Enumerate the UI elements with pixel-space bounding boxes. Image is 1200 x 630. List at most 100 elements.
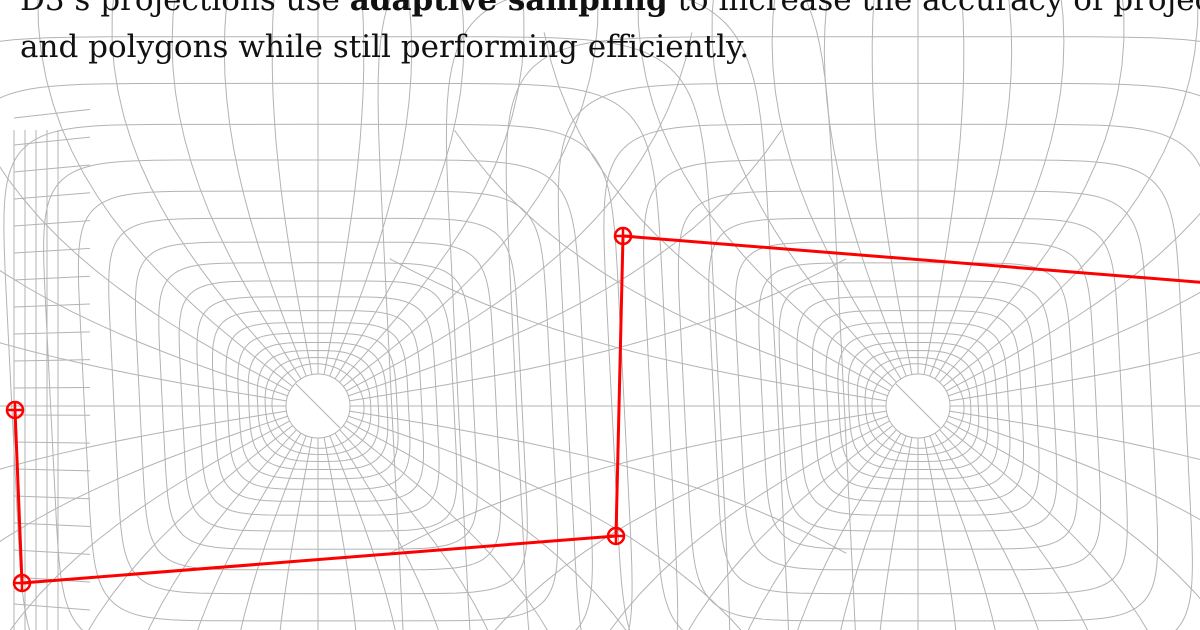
graticule-meridian <box>871 0 913 378</box>
graticule-edge-line <box>13 303 91 308</box>
graticule-meridian <box>942 424 1148 630</box>
handles[interactable] <box>5 226 633 593</box>
graticule-meridian <box>923 434 957 630</box>
graticule-edge-line <box>13 549 91 555</box>
handle-3[interactable] <box>606 526 626 546</box>
graticule-edge-line <box>13 386 91 389</box>
graticule-meridian <box>949 410 1200 461</box>
graticule-meridian <box>323 434 357 630</box>
graticule-meridian <box>840 433 908 630</box>
graticule-meridian <box>88 424 294 630</box>
graticule-edge-line <box>13 192 91 200</box>
graticule-meridian <box>328 0 413 379</box>
graticule-meridian <box>347 415 742 630</box>
graticule-meridian <box>338 428 489 630</box>
graticule-meridian <box>0 410 287 470</box>
graticule-meridian <box>349 258 847 402</box>
graticule-meridian <box>0 342 287 402</box>
graticule-edge-line <box>13 603 91 611</box>
graticule-edge-line <box>13 275 91 281</box>
graticule-meridian <box>797 431 903 630</box>
graticule-meridian <box>345 420 627 630</box>
pole-diagonal <box>295 383 341 429</box>
graticule-meridian <box>389 410 887 554</box>
graticule-edge-line <box>13 220 91 227</box>
graticule-meridian <box>938 0 1125 384</box>
intro-text-line2: and polygons while still performing effi… <box>20 29 750 65</box>
graticule-meridian <box>345 32 693 392</box>
graticule-meridian <box>923 0 965 378</box>
graticule-meridian <box>942 0 1199 388</box>
graticule-meridian <box>333 0 465 381</box>
graticule-edge-line <box>13 331 91 335</box>
intro-text-start: D3’s projections use <box>20 0 350 18</box>
graticule-meridian <box>0 166 291 392</box>
graticule-meridian <box>637 0 894 388</box>
graticule-meridian <box>342 0 599 388</box>
graticule-edge-line <box>13 136 91 146</box>
graticule-meridian <box>949 351 1200 402</box>
graticule-meridian <box>947 415 1200 521</box>
graticule-meridian <box>223 0 308 379</box>
graticule-meridian <box>688 424 894 630</box>
graticule-meridian <box>197 431 303 630</box>
graticule-meridian <box>323 0 365 378</box>
graticule-meridian <box>9 420 291 630</box>
graticule-meridian <box>609 420 891 630</box>
handle-1[interactable] <box>5 400 25 420</box>
graticule-edge-line <box>13 108 91 119</box>
graticule-meridian <box>933 431 1039 630</box>
graticule-meridian <box>879 434 913 630</box>
graticule-ring <box>377 0 404 630</box>
graticule-meridian <box>494 415 889 630</box>
graticule-meridian <box>938 428 1089 630</box>
graticule-meridian <box>279 434 313 630</box>
graticule-edge-line <box>13 441 91 444</box>
poles <box>285 373 951 439</box>
graticule-meridian <box>945 212 1200 392</box>
graticule-meridian <box>928 0 1013 379</box>
graticule-meridian <box>454 129 889 397</box>
graticule-edge-line <box>13 468 91 472</box>
graticule-meridian <box>0 269 289 397</box>
graticule-edge-line <box>13 522 91 528</box>
graticule-meridian <box>171 0 303 381</box>
graticule-meridian <box>823 0 908 379</box>
graticule-meridian <box>711 0 898 384</box>
graticule-meridian <box>338 0 525 384</box>
graticule-meridian <box>37 0 294 388</box>
graticule-meridian <box>349 410 847 554</box>
graticule-meridian <box>271 0 313 378</box>
graticule-meridian <box>928 433 996 630</box>
graticule-meridian <box>543 32 891 392</box>
graticule-meridian <box>947 291 1200 397</box>
graticule-meridian <box>389 258 887 402</box>
handle-4[interactable] <box>613 226 633 246</box>
graticule-meridian <box>347 129 782 397</box>
pole-diagonal <box>895 383 941 429</box>
graticule-meridian <box>147 428 298 630</box>
graticule-meridian <box>328 433 396 630</box>
graticule-edge-line <box>13 359 91 362</box>
graticule-meridian <box>240 433 308 630</box>
graticule-meridian <box>933 0 1065 381</box>
graticule-meridian <box>333 431 439 630</box>
graticule-meridian <box>342 424 548 630</box>
graticule-meridian <box>111 0 298 384</box>
graticule-meridian <box>771 0 903 381</box>
intro-text-end: to increase the accuracy of projected li… <box>677 0 1200 18</box>
graticule-ring <box>0 36 731 630</box>
graticule-edge-line <box>13 495 91 500</box>
graticule-meridian <box>945 420 1200 600</box>
graticule-edge-line <box>13 247 91 254</box>
intro-bold-term: adaptive sampling <box>349 0 668 18</box>
graticule-ring <box>445 0 508 630</box>
graticule-meridian <box>747 428 898 630</box>
graticule-ring <box>0 82 679 630</box>
intro-paragraph: D3’s projections use adaptive sampling t… <box>20 0 1200 71</box>
handle-2[interactable] <box>12 573 32 593</box>
graticule-edge-line <box>13 164 91 173</box>
